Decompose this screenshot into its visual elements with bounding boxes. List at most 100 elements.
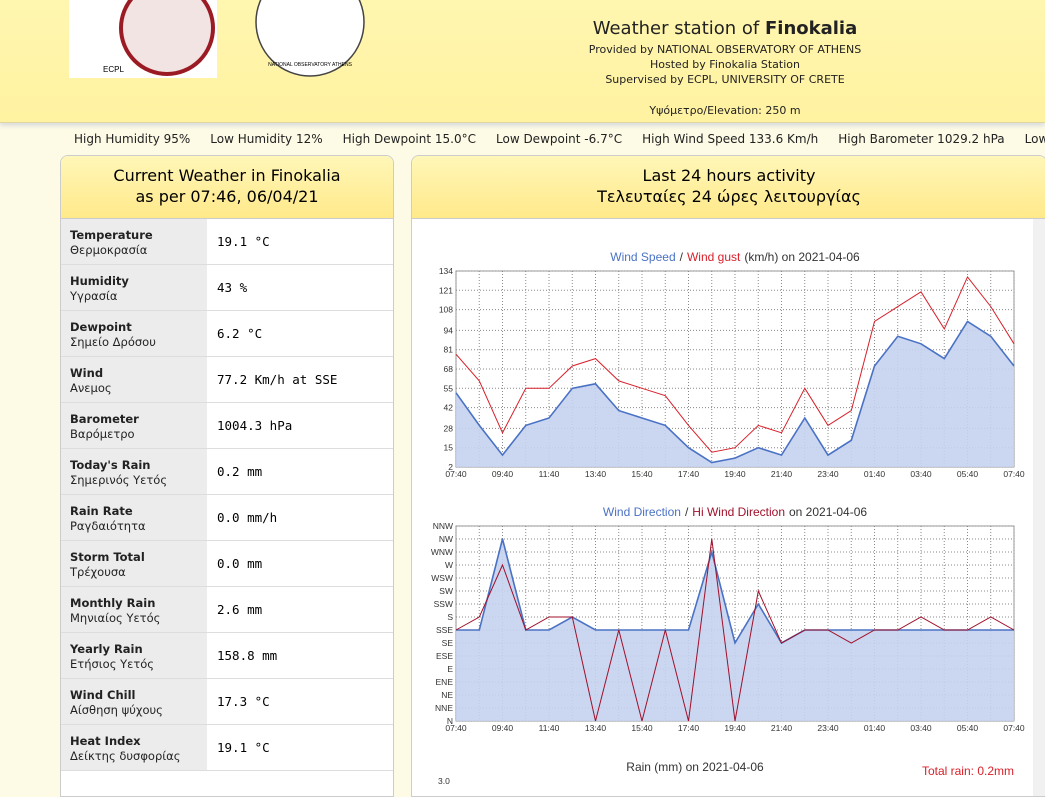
y-tick-label: SSW: [434, 599, 453, 609]
label-en: Dewpoint: [70, 320, 132, 334]
x-tick-label: 23:40: [817, 723, 839, 733]
ticker-item: High Wind Speed 133.6 Km/h: [642, 132, 819, 146]
row-value: 2.6 mm: [217, 602, 263, 617]
chart-title: Wind Speed / Wind gust (km/h) on 2021-04-06: [610, 250, 860, 264]
row-value: 6.2 °C: [217, 326, 263, 341]
label-gr: Ανεμος: [70, 381, 112, 395]
label-en: Heat Index: [70, 734, 141, 748]
y-tick-label: N: [447, 716, 453, 726]
table-row: Wind Ανεμος 77.2 Km/h at SSE: [61, 357, 393, 403]
y-tick-label: 42: [444, 403, 454, 413]
table-row: Dewpoint Σημείο Δρόσου 6.2 °C: [61, 311, 393, 357]
y-tick-label: SSE: [436, 625, 453, 635]
x-tick-label: 19:40: [724, 469, 746, 479]
row-label: Heat Index Δείκτης δυσφορίας: [61, 725, 207, 770]
charts: Wind Speed / Wind gust (km/h) on 2021-04-06…: [431, 250, 1025, 786]
legend-entry: Wind Direction: [603, 505, 681, 519]
ticker: High Humidity 95% Low Humidity 12% High De…: [74, 132, 1045, 146]
row-value: 158.8 mm: [217, 648, 278, 663]
y-tick-label: ESE: [436, 651, 453, 661]
info-line: Provided by NATIONAL OBSERVATORY OF ATHE…: [588, 43, 862, 56]
station-name: Finokalia: [765, 18, 858, 39]
title-suffix: on 2021-04-06: [789, 505, 867, 519]
y-tick-label: WSW: [431, 573, 453, 583]
table-row: Wind Chill Αίσθηση ψύχους 17.3 °C: [61, 679, 393, 725]
scrollbar[interactable]: [1033, 219, 1045, 796]
x-tick-label: 09:40: [492, 469, 514, 479]
legend-entry: Hi Wind Direction: [692, 505, 785, 519]
activity-panel: Last 24 hours activity Τελευταίες 24 ώρες…: [411, 155, 1045, 797]
row-label: Wind Ανεμος: [61, 357, 207, 402]
y-tick-label: NNW: [433, 521, 453, 531]
panel-subtitle: as per 07:46, 06/04/21: [135, 187, 319, 206]
title-suffix: (km/h) on 2021-04-06: [744, 250, 860, 264]
label-en: Wind: [70, 366, 104, 380]
logo-text: ECPL: [103, 65, 124, 74]
x-tick-label: 17:40: [678, 723, 700, 733]
label-en: Today's Rain: [70, 458, 151, 472]
panel-title: Last 24 hours activity: [642, 166, 816, 185]
label-gr: Σημείο Δρόσου: [70, 335, 156, 349]
chart-title: Wind Direction / Hi Wind Direction on 2021-…: [603, 505, 867, 519]
x-tick-label: 01:40: [864, 469, 886, 479]
row-label: Barometer Βαρόμετρο: [61, 403, 207, 448]
annotation: Total rain: 0.2mm: [922, 764, 1014, 778]
x-tick-label: 01:40: [864, 723, 886, 733]
label-gr: Θερμοκρασία: [70, 243, 148, 257]
legend-entry: Wind gust: [687, 250, 741, 264]
y-tick-label: 2: [448, 462, 453, 472]
row-label: Rain Rate Ραγδαιότητα: [61, 495, 207, 540]
y-tick-label: 28: [444, 423, 454, 433]
x-tick-label: 11:40: [539, 469, 560, 479]
y-tick-label: 55: [444, 383, 454, 393]
row-value: 77.2 Km/h at SSE: [217, 372, 338, 387]
y-tick-label: ENE: [436, 677, 454, 687]
row-value: 43 %: [217, 280, 248, 295]
x-tick-label: 21:40: [771, 469, 793, 479]
label-gr: Υγρασία: [70, 289, 118, 303]
y-tick-label: S: [447, 612, 453, 622]
x-tick-label: 09:40: [492, 723, 514, 733]
header: ECPL NATIONAL OBSERVATORY ATHENS Weather…: [0, 0, 1045, 123]
x-tick-label: 03:40: [910, 469, 932, 479]
x-tick-label: 05:40: [957, 469, 979, 479]
y-tick-label: NNE: [435, 703, 453, 713]
panel-header: Last 24 hours activity Τελευταίες 24 ώρες…: [412, 156, 1045, 219]
row-label: Dewpoint Σημείο Δρόσου: [61, 311, 207, 356]
elevation: Υψόμετρο/Elevation: 250 m: [649, 104, 801, 117]
logo-right: NATIONAL OBSERVATORY ATHENS: [255, 0, 365, 77]
ticker-item: High Humidity 95%: [74, 132, 191, 146]
x-tick-label: 15:40: [631, 723, 653, 733]
x-tick-label: 07:40: [1003, 469, 1025, 479]
y-tick-label: NE: [441, 690, 453, 700]
row-value: 19.1 °C: [217, 740, 270, 755]
logo-left: ECPL: [69, 0, 217, 78]
x-tick-label: 07:40: [445, 723, 467, 733]
table-row: Barometer Βαρόμετρο 1004.3 hPa: [61, 403, 393, 449]
table-row: Yearly Rain Ετήσιος Υετός 158.8 mm: [61, 633, 393, 679]
line: [455, 320, 1015, 464]
x-tick-label: 05:40: [957, 723, 979, 733]
panel-subtitle: Τελευταίες 24 ώρες λειτουργίας: [597, 187, 861, 206]
label-en: Yearly Rain: [70, 642, 143, 656]
legend-entry: Wind Speed: [610, 250, 675, 264]
table-row: Today's Rain Σημερινός Υετός 0.2 mm: [61, 449, 393, 495]
info-line: Hosted by Finokalia Station: [650, 58, 800, 71]
row-label: Storm Total Τρέχουσα: [61, 541, 207, 586]
x-tick-label: 07:40: [1003, 723, 1025, 733]
table-row: Humidity Υγρασία 43 %: [61, 265, 393, 311]
row-value: 0.2 mm: [217, 464, 263, 479]
row-value: 0.0 mm/h: [217, 510, 278, 525]
ticker-item: Low Baromet: [1024, 132, 1045, 146]
row-label: Yearly Rain Ετήσιος Υετός: [61, 633, 207, 678]
line: [456, 538, 1014, 646]
y-tick-label: WNW: [431, 547, 453, 557]
label-gr: Δείκτης δυσφορίας: [70, 749, 181, 763]
x-tick-label: 19:40: [724, 723, 746, 733]
row-value: 0.0 mm: [217, 556, 263, 571]
x-tick-label: 11:40: [539, 723, 560, 733]
info-line: Supervised by ECPL, UNIVERSITY OF CRETE: [605, 73, 845, 86]
y-tick-label: 94: [444, 325, 454, 335]
row-value: 17.3 °C: [217, 694, 270, 709]
x-tick-label: 21:40: [771, 723, 793, 733]
